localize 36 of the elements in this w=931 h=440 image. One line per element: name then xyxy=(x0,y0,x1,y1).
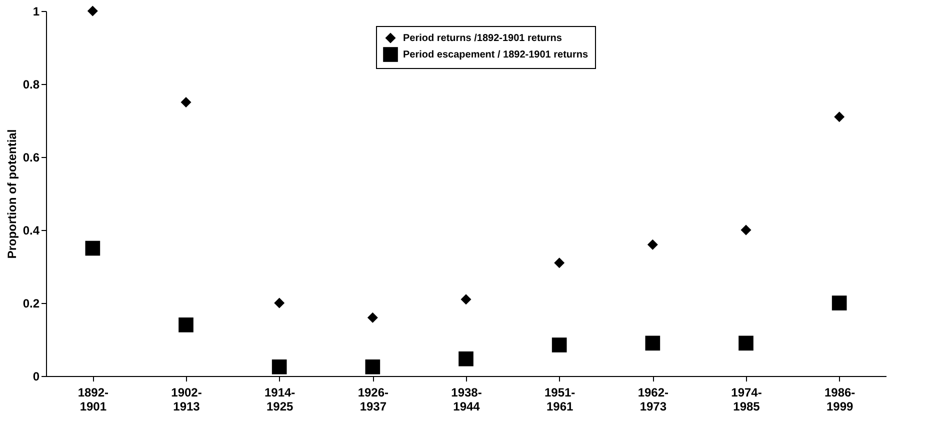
y-tick-label: 0.8 xyxy=(22,78,40,92)
x-tick-label: 1974-1985 xyxy=(731,386,762,414)
point xyxy=(645,336,660,351)
point xyxy=(180,97,192,108)
y-tick-label: 0.6 xyxy=(22,150,40,164)
legend-label: Period escapement / 1892-1901 returns xyxy=(403,50,589,60)
point xyxy=(365,359,380,374)
point xyxy=(738,336,754,351)
x-tick-label: 1962-1973 xyxy=(638,386,669,414)
x-tick-label: 1938-1944 xyxy=(451,386,482,414)
x-tick-label: 1892-1901 xyxy=(78,386,109,414)
y-tick-label: 0.4 xyxy=(22,224,40,238)
point xyxy=(178,317,194,332)
y-tick-label: 0 xyxy=(32,370,40,384)
point xyxy=(554,258,565,268)
y-tick-label: 0.2 xyxy=(22,296,40,310)
point xyxy=(458,351,474,366)
point xyxy=(87,6,98,16)
y-tick-label: 1 xyxy=(32,4,40,18)
y-axis-title: Proportion of potential xyxy=(4,129,19,259)
point xyxy=(552,338,567,352)
point xyxy=(367,312,378,323)
x-tick-label: 1986-1999 xyxy=(824,386,856,414)
point xyxy=(832,296,847,310)
x-tick-label: 1926-1937 xyxy=(358,386,389,414)
point xyxy=(740,224,752,236)
point xyxy=(272,359,287,374)
point xyxy=(85,240,100,256)
legend-label: Period returns /1892-1901 returns xyxy=(403,33,562,44)
x-tick-label: 1914-1925 xyxy=(264,386,296,414)
x-tick-label: 1951-1961 xyxy=(544,386,576,414)
point xyxy=(274,298,285,308)
point xyxy=(460,294,472,305)
point xyxy=(647,239,658,250)
x-tick-label: 1902-1913 xyxy=(171,386,202,414)
point xyxy=(834,112,845,122)
